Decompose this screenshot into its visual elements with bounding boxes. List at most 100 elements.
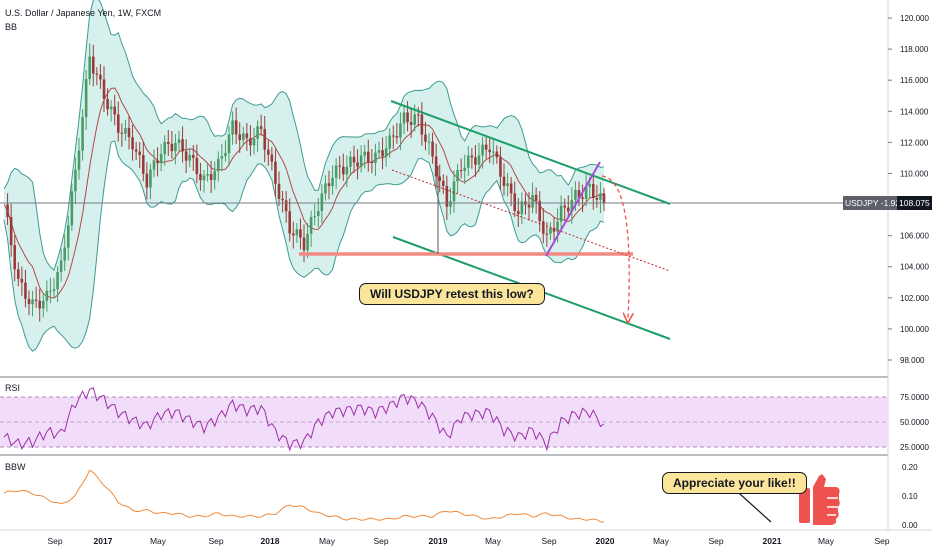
candle[interactable] — [181, 126, 184, 163]
candle[interactable] — [441, 174, 445, 195]
candle[interactable] — [474, 144, 477, 177]
candle[interactable] — [313, 204, 317, 226]
candle[interactable] — [227, 126, 231, 166]
candle[interactable] — [584, 174, 588, 207]
candle[interactable] — [320, 184, 324, 224]
candle[interactable] — [288, 198, 292, 242]
candle[interactable] — [116, 101, 120, 142]
candle[interactable] — [359, 145, 363, 173]
candle[interactable] — [49, 277, 52, 304]
candle[interactable] — [427, 133, 431, 155]
candle[interactable] — [563, 198, 567, 221]
candle[interactable] — [291, 221, 295, 249]
candle[interactable] — [549, 222, 552, 241]
candle[interactable] — [456, 164, 459, 194]
candle[interactable] — [216, 151, 220, 182]
candle[interactable] — [463, 154, 467, 185]
like-callout[interactable]: Appreciate your like!! — [662, 472, 807, 494]
violet-trendline[interactable] — [545, 161, 601, 257]
candle[interactable] — [374, 143, 377, 176]
candle[interactable] — [59, 249, 63, 282]
candle[interactable] — [138, 142, 142, 169]
candle[interactable] — [538, 191, 542, 232]
candle[interactable] — [324, 175, 327, 201]
candle[interactable] — [63, 234, 67, 271]
candle[interactable] — [302, 224, 306, 263]
candle[interactable] — [484, 135, 488, 159]
candle[interactable] — [220, 143, 224, 172]
candle[interactable] — [113, 94, 117, 126]
candle[interactable] — [591, 173, 595, 210]
candlesticks[interactable] — [6, 43, 606, 322]
candle[interactable] — [120, 123, 124, 147]
candle[interactable] — [552, 216, 556, 245]
candle[interactable] — [99, 64, 102, 89]
candle[interactable] — [284, 191, 288, 223]
candle[interactable] — [527, 191, 531, 221]
candle[interactable] — [477, 142, 481, 172]
candle[interactable] — [466, 146, 470, 177]
candle[interactable] — [424, 121, 427, 151]
candle[interactable] — [13, 235, 17, 282]
candle[interactable] — [381, 137, 384, 170]
candle[interactable] — [488, 136, 492, 164]
candle[interactable] — [31, 290, 34, 317]
candle[interactable] — [438, 164, 442, 193]
candle[interactable] — [499, 146, 502, 190]
candle[interactable] — [345, 155, 349, 188]
candle[interactable] — [56, 266, 59, 303]
candle[interactable] — [134, 141, 138, 160]
rsi-series-line[interactable] — [3, 387, 605, 452]
candle[interactable] — [420, 102, 424, 146]
candle[interactable] — [24, 269, 27, 308]
candle[interactable] — [91, 44, 95, 87]
candle[interactable] — [338, 155, 342, 180]
candle[interactable] — [66, 215, 70, 261]
candle[interactable] — [495, 145, 499, 164]
candle[interactable] — [209, 160, 213, 193]
candle[interactable] — [502, 163, 506, 196]
candle[interactable] — [595, 184, 599, 208]
candle[interactable] — [45, 280, 49, 312]
candle[interactable] — [434, 143, 438, 189]
candle[interactable] — [81, 109, 84, 161]
bbw-series-line[interactable] — [3, 469, 605, 523]
candle[interactable] — [127, 115, 131, 150]
candle[interactable] — [188, 147, 192, 168]
candle[interactable] — [356, 149, 359, 180]
candle[interactable] — [363, 144, 367, 169]
candle[interactable] — [141, 141, 145, 182]
candle[interactable] — [34, 286, 38, 308]
candle[interactable] — [131, 124, 134, 161]
candle[interactable] — [470, 147, 474, 169]
candle[interactable] — [202, 170, 206, 193]
candle[interactable] — [352, 145, 356, 174]
candle[interactable] — [270, 146, 274, 171]
candle[interactable] — [213, 161, 217, 190]
candle[interactable] — [277, 171, 281, 207]
candle[interactable] — [370, 149, 374, 174]
candle[interactable] — [70, 183, 74, 231]
candle[interactable] — [191, 144, 195, 171]
thumbs-up-icon[interactable] — [799, 474, 840, 525]
candle[interactable] — [184, 139, 188, 173]
candle[interactable] — [20, 266, 24, 296]
candle[interactable] — [102, 66, 106, 112]
candle[interactable] — [163, 135, 167, 166]
candle[interactable] — [27, 290, 31, 316]
candle[interactable] — [106, 88, 109, 116]
candle[interactable] — [41, 294, 45, 318]
candle[interactable] — [581, 184, 584, 213]
candle[interactable] — [109, 100, 113, 122]
candle[interactable] — [156, 147, 159, 177]
candle[interactable] — [152, 149, 156, 178]
candle[interactable] — [259, 114, 263, 136]
candle[interactable] — [6, 193, 9, 225]
candle[interactable] — [449, 187, 452, 215]
time-axis[interactable]: Sep 2017 May Sep 2018 May Sep 2019 May Sep 2020 May… — [47, 536, 889, 546]
candle[interactable] — [177, 130, 181, 152]
candle[interactable] — [88, 43, 92, 85]
candle[interactable] — [506, 172, 509, 197]
candle[interactable] — [84, 69, 88, 131]
